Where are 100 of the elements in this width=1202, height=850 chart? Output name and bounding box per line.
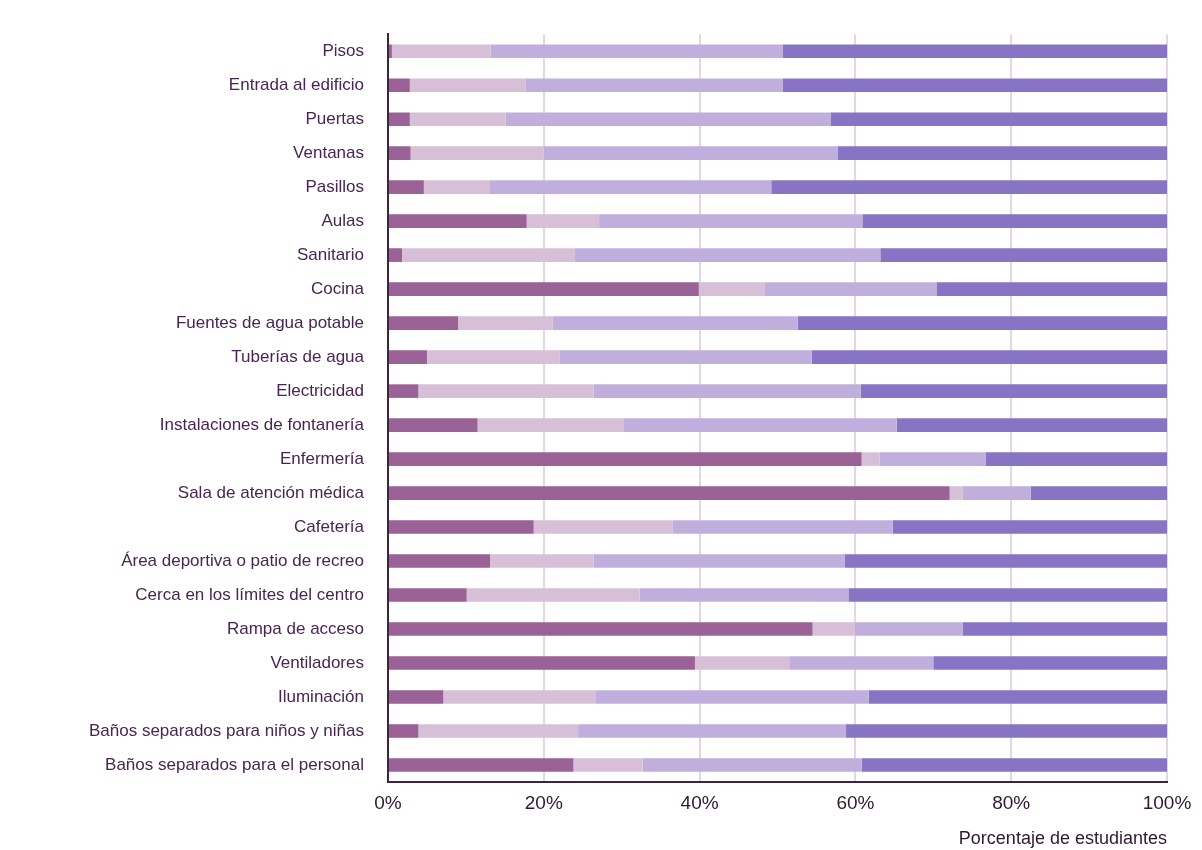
y-tick-label: Baños separados para el personal	[105, 754, 364, 774]
bar	[593, 384, 861, 398]
bar	[391, 44, 491, 58]
bar	[389, 112, 410, 126]
bar	[593, 554, 845, 568]
bar	[477, 418, 625, 432]
bar	[797, 316, 1167, 330]
y-tick-label: Sala de atención médica	[177, 482, 365, 502]
bar	[962, 622, 1167, 636]
bar	[389, 78, 410, 92]
y-tick-label: Ventiladores	[270, 652, 364, 672]
bar	[694, 656, 790, 670]
bar	[389, 146, 411, 160]
bar	[490, 554, 594, 568]
y-tick-label: Fuentes de agua potable	[175, 312, 364, 332]
bar	[389, 656, 695, 670]
y-tick-label: Cerca en los límites del centro	[135, 584, 364, 604]
x-tick-label: 0%	[374, 791, 402, 813]
bar	[896, 418, 1167, 432]
bar	[559, 350, 812, 364]
bar	[771, 180, 1167, 194]
bar	[418, 724, 579, 738]
bar	[812, 622, 855, 636]
y-tick-label: Pasillos	[305, 176, 364, 196]
bar	[854, 622, 963, 636]
bar	[543, 146, 838, 160]
bar	[985, 452, 1167, 466]
bar	[573, 758, 643, 772]
bar	[765, 282, 937, 296]
x-tick-label: 80%	[992, 791, 1031, 813]
bar	[389, 316, 459, 330]
bar	[624, 418, 897, 432]
x-axis-title: Porcentaje de estudiantes	[958, 828, 1167, 849]
bar	[879, 452, 986, 466]
bar	[466, 588, 640, 602]
y-tick-label: Aulas	[321, 210, 364, 230]
bar	[892, 520, 1167, 534]
bar	[389, 282, 699, 296]
bar	[672, 520, 893, 534]
bar	[844, 554, 1167, 568]
y-tick-label: Entrada al edificio	[228, 74, 364, 94]
bar	[389, 44, 392, 58]
bar	[533, 520, 673, 534]
bar	[599, 214, 863, 228]
bar	[848, 588, 1167, 602]
bar	[389, 350, 427, 364]
bar	[789, 656, 934, 670]
y-tick-label: Pisos	[322, 40, 364, 60]
bar	[389, 622, 813, 636]
x-tick-label: 60%	[836, 791, 875, 813]
bar	[860, 384, 1167, 398]
bar	[410, 146, 544, 160]
bar	[409, 78, 526, 92]
bar	[830, 112, 1167, 126]
bar	[389, 554, 491, 568]
bar	[936, 282, 1167, 296]
y-tick-label: Cafetería	[294, 516, 365, 536]
bar	[389, 418, 478, 432]
y-tick-label: Rampa de acceso	[226, 618, 364, 638]
bar	[1030, 486, 1167, 500]
bar	[782, 78, 1167, 92]
bar	[811, 350, 1167, 364]
y-tick-label: Tuberías de agua	[231, 346, 365, 366]
x-tick-label: 20%	[524, 791, 563, 813]
bar	[698, 282, 766, 296]
bar	[458, 316, 553, 330]
bar	[782, 44, 1167, 58]
bar	[389, 486, 950, 500]
y-tick-label: Puertas	[305, 108, 364, 128]
y-tick-label: Iluminación	[278, 686, 364, 706]
bar	[423, 180, 490, 194]
x-tick-label: 100%	[1142, 791, 1192, 813]
y-tick-label: Electricidad	[276, 380, 364, 400]
bar	[389, 724, 419, 738]
bar	[578, 724, 847, 738]
bar	[846, 724, 1167, 738]
bar	[389, 690, 444, 704]
bar	[505, 112, 831, 126]
bar	[861, 758, 1167, 772]
bar	[962, 486, 1031, 500]
y-tick-label: Enfermería	[279, 448, 365, 468]
bar	[389, 520, 534, 534]
bar	[389, 384, 419, 398]
bar	[389, 758, 574, 772]
bar	[861, 452, 880, 466]
bar	[949, 486, 963, 500]
bar	[443, 690, 596, 704]
bar	[552, 316, 798, 330]
bar	[837, 146, 1167, 160]
bar	[489, 180, 772, 194]
bar	[880, 248, 1167, 262]
bar	[525, 78, 783, 92]
bar	[389, 180, 424, 194]
bar	[426, 350, 560, 364]
bar	[490, 44, 783, 58]
y-tick-label: Área deportiva o patio de recreo	[121, 550, 364, 570]
y-tick-label: Cocina	[311, 278, 365, 298]
bar	[389, 248, 403, 262]
y-tick-label: Instalaciones de fontanería	[159, 414, 365, 434]
bar	[933, 656, 1167, 670]
